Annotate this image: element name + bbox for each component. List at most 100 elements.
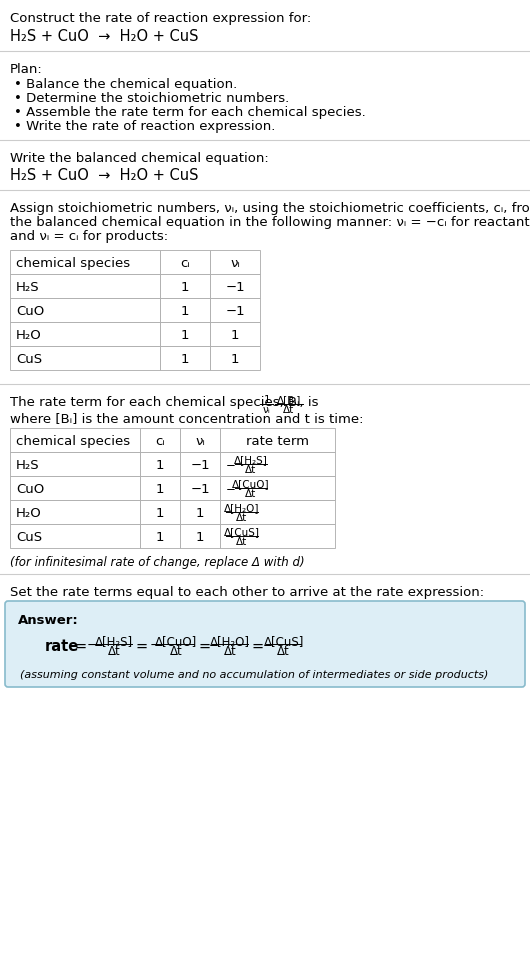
Text: • Assemble the rate term for each chemical species.: • Assemble the rate term for each chemic… [14, 106, 366, 119]
Text: rate: rate [45, 639, 80, 654]
Text: cᵢ: cᵢ [180, 257, 190, 270]
Text: Set the rate terms equal to each other to arrive at the rate expression:: Set the rate terms equal to each other t… [10, 586, 484, 599]
Text: CuS: CuS [16, 353, 42, 366]
Text: rate term: rate term [246, 435, 309, 448]
Text: chemical species: chemical species [16, 257, 130, 270]
Text: −1: −1 [225, 281, 245, 294]
Bar [180, 500, 220, 524]
Bar [160, 298, 210, 322]
Bar [140, 428, 180, 452]
Bar [210, 298, 260, 322]
Bar [180, 428, 220, 452]
Bar [140, 452, 180, 476]
Text: 1: 1 [181, 329, 189, 342]
Bar [10, 346, 160, 370]
Bar [210, 250, 260, 274]
Text: H₂O: H₂O [16, 329, 42, 342]
Text: Δ[H₂S]: Δ[H₂S] [234, 455, 268, 465]
Bar [220, 452, 335, 476]
Text: • Determine the stoichiometric numbers.: • Determine the stoichiometric numbers. [14, 92, 289, 105]
Text: Δ[Bᵢ]: Δ[Bᵢ] [277, 395, 301, 405]
Bar [140, 476, 180, 500]
Bar [180, 524, 220, 548]
Text: The rate term for each chemical species, Bᵢ, is: The rate term for each chemical species,… [10, 396, 319, 409]
Text: H₂S: H₂S [16, 281, 40, 294]
Text: where [Bᵢ] is the amount concentration and t is time:: where [Bᵢ] is the amount concentration a… [10, 412, 364, 425]
Bar [210, 346, 260, 370]
Bar [10, 500, 140, 524]
Bar [10, 274, 160, 298]
Text: H₂S + CuO  →  H₂O + CuS: H₂S + CuO → H₂O + CuS [10, 29, 199, 44]
Text: Δt: Δt [284, 405, 295, 415]
Text: 1: 1 [231, 329, 239, 342]
Bar [140, 524, 180, 548]
Text: H₂S: H₂S [16, 459, 40, 472]
Bar [220, 524, 335, 548]
Text: Δ[CuO]: Δ[CuO] [155, 635, 198, 648]
Text: νᵢ: νᵢ [230, 257, 240, 270]
Text: CuS: CuS [16, 531, 42, 544]
Text: H₂S + CuO  →  H₂O + CuS: H₂S + CuO → H₂O + CuS [10, 168, 199, 183]
Bar [10, 250, 160, 274]
Text: Assign stoichiometric numbers, νᵢ, using the stoichiometric coefficients, cᵢ, fr: Assign stoichiometric numbers, νᵢ, using… [10, 202, 530, 215]
Text: Δt: Δt [108, 645, 120, 658]
Text: chemical species: chemical species [16, 435, 130, 448]
Text: νᵢ: νᵢ [195, 435, 205, 448]
Text: Δ[CuS]: Δ[CuS] [263, 635, 304, 648]
Text: 1: 1 [263, 395, 270, 405]
Text: cᵢ: cᵢ [155, 435, 165, 448]
Bar [160, 346, 210, 370]
Bar [180, 452, 220, 476]
Bar [210, 274, 260, 298]
Text: 1: 1 [196, 531, 204, 544]
Bar [10, 298, 160, 322]
Text: Write the balanced chemical equation:: Write the balanced chemical equation: [10, 152, 269, 165]
Text: Construct the rate of reaction expression for:: Construct the rate of reaction expressio… [10, 12, 311, 25]
Text: H₂O: H₂O [16, 507, 42, 520]
Text: −1: −1 [190, 459, 210, 472]
Text: Δ[H₂O]: Δ[H₂O] [210, 635, 250, 648]
Text: 1: 1 [181, 353, 189, 366]
Text: 1: 1 [156, 483, 164, 496]
Text: −: − [226, 459, 236, 472]
Text: (assuming constant volume and no accumulation of intermediates or side products): (assuming constant volume and no accumul… [20, 670, 488, 680]
Bar [160, 250, 210, 274]
Bar [10, 322, 160, 346]
Bar [220, 476, 335, 500]
Text: the balanced chemical equation in the following manner: νᵢ = −cᵢ for reactants: the balanced chemical equation in the fo… [10, 216, 530, 229]
Bar [220, 500, 335, 524]
Bar [10, 476, 140, 500]
Text: CuO: CuO [16, 305, 44, 318]
Text: Δt: Δt [170, 645, 183, 658]
Text: and νᵢ = cᵢ for products:: and νᵢ = cᵢ for products: [10, 230, 168, 243]
Text: νᵢ: νᵢ [263, 405, 270, 415]
Text: Δt: Δt [236, 513, 248, 523]
Text: Δt: Δt [245, 465, 257, 475]
Bar [10, 524, 140, 548]
Bar [140, 500, 180, 524]
Text: Δt: Δt [224, 645, 236, 658]
Text: −1: −1 [190, 483, 210, 496]
Text: (for infinitesimal rate of change, replace Δ with d): (for infinitesimal rate of change, repla… [10, 556, 305, 569]
Text: Δ[H₂O]: Δ[H₂O] [224, 503, 260, 513]
Text: Plan:: Plan: [10, 63, 43, 76]
Text: Δ[H₂S]: Δ[H₂S] [95, 635, 133, 648]
Bar [160, 322, 210, 346]
Text: −: − [149, 639, 161, 652]
Text: • Balance the chemical equation.: • Balance the chemical equation. [14, 78, 237, 91]
Text: −: − [226, 483, 236, 496]
Bar [210, 322, 260, 346]
Bar [10, 452, 140, 476]
Bar [10, 428, 140, 452]
Text: 1: 1 [181, 305, 189, 318]
Text: =: = [75, 639, 87, 654]
Bar [220, 428, 335, 452]
FancyBboxPatch shape [5, 601, 525, 687]
Text: Δ[CuS]: Δ[CuS] [224, 527, 260, 537]
Bar [180, 476, 220, 500]
Text: =: = [136, 639, 148, 654]
Text: Δt: Δt [245, 489, 257, 499]
Text: Answer:: Answer: [18, 614, 79, 627]
Text: −1: −1 [225, 305, 245, 318]
Text: =: = [198, 639, 210, 654]
